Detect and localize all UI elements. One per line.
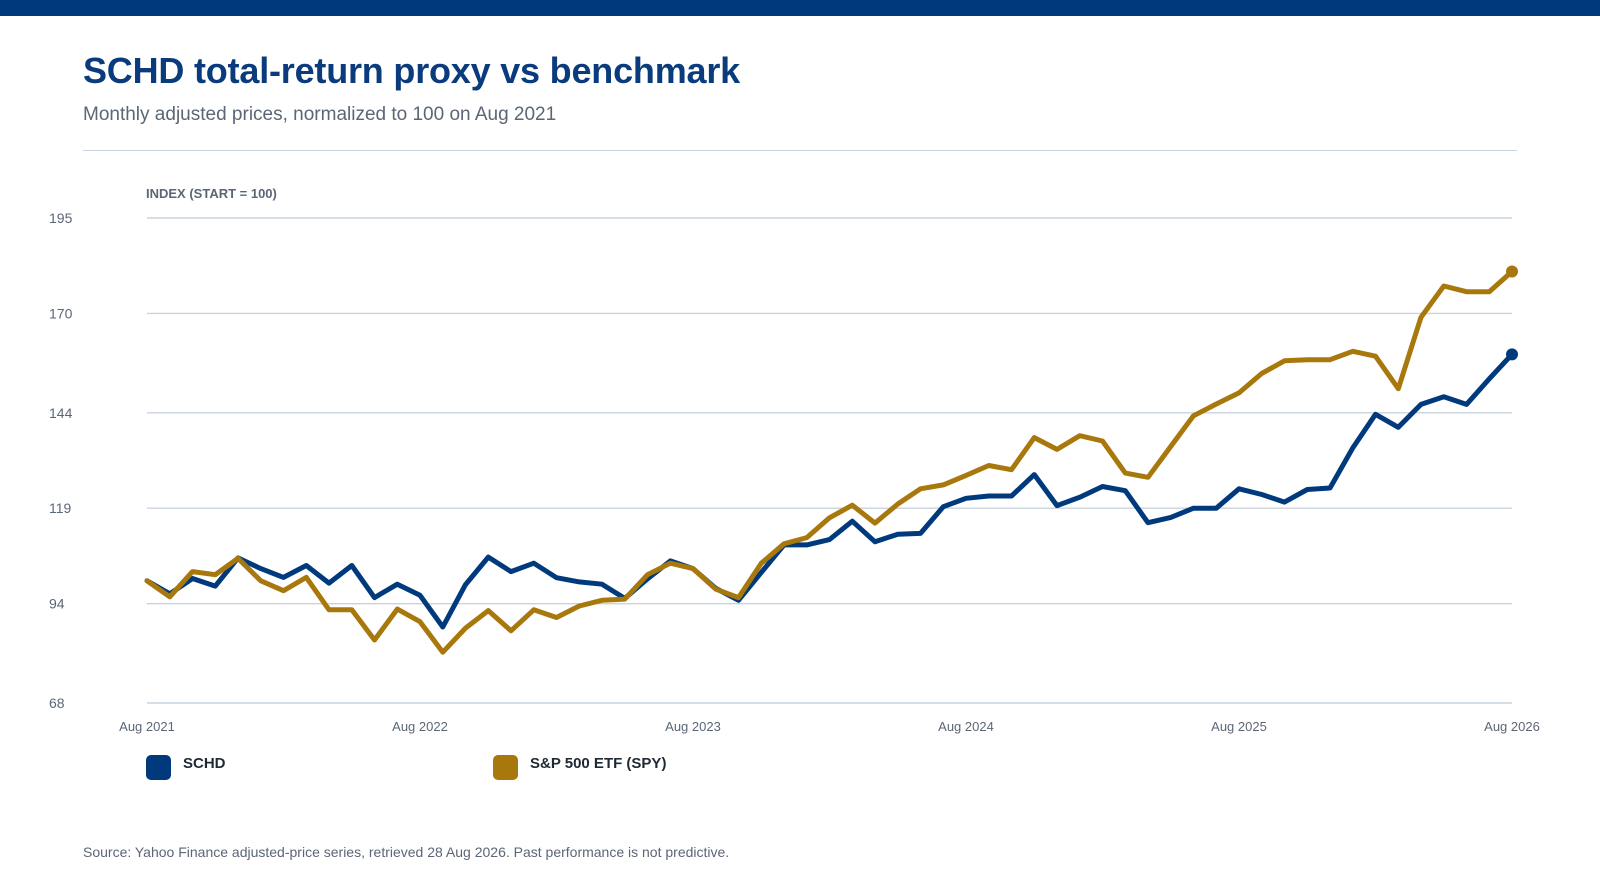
top-accent-band (0, 0, 1600, 16)
y-tick-label: 119 (49, 500, 72, 516)
x-tick-label: Aug 2022 (392, 719, 448, 734)
y-tick-label: 195 (49, 210, 73, 226)
series-end-marker-schd (1506, 348, 1518, 361)
legend-label-schd: SCHD (183, 755, 226, 772)
y-tick-label: 68 (49, 695, 65, 711)
legend-label-spy: S&P 500 ETF (SPY) (530, 755, 667, 772)
header-divider (83, 150, 1517, 151)
chart-subtitle: Monthly adjusted prices, normalized to 1… (83, 104, 557, 125)
source-note: Source: Yahoo Finance adjusted-price ser… (83, 844, 730, 860)
series-line-schd (144, 351, 1515, 630)
y-tick-label: 94 (49, 596, 65, 612)
series-end-marker-spy (1506, 265, 1518, 278)
x-tick-label: Aug 2024 (938, 719, 994, 734)
chart-title: SCHD total-return proxy vs benchmark (83, 50, 740, 91)
x-tick-label: Aug 2025 (1211, 719, 1267, 734)
legend-swatch-spy (493, 755, 518, 780)
x-tick-label: Aug 2026 (1484, 719, 1540, 734)
x-tick-label: Aug 2021 (119, 719, 175, 734)
series-line-spy (144, 269, 1515, 655)
legend-swatch-schd (146, 755, 171, 780)
x-tick-label: Aug 2023 (665, 719, 721, 734)
legend-item-schd: SCHD (146, 755, 226, 780)
legend-item-spy: S&P 500 ETF (SPY) (493, 755, 666, 780)
y-axis-title: INDEX (START = 100) (146, 186, 277, 201)
y-tick-label: 144 (49, 405, 73, 421)
y-tick-label: 170 (49, 305, 73, 321)
